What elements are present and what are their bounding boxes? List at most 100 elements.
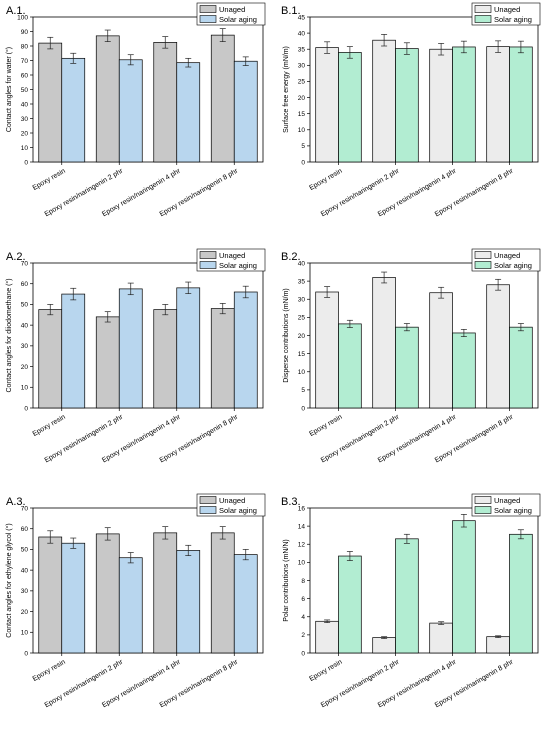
bar-unaged [315,620,339,654]
bar-unaged [153,309,178,409]
legend-label-unaged: Unaged [219,251,245,260]
y-tick-label: 40 [21,322,29,329]
chart-panel-b2: B.2. 0 5 10 15 20 25 30 35 40 Disperse contributio… [281,248,541,464]
y-tick-label: 60 [21,526,29,533]
legend-label-solar-aging: Solar aging [219,506,257,515]
chart-panel-a1: A.1. 0 10 20 30 40 50 60 70 80 90 100 Contact angles… [5,2,266,218]
y-tick-label: 80 [21,43,29,50]
legend-swatch-solar-aging [199,15,217,23]
y-tick-label: 30 [21,116,29,123]
legend-swatch-unaged [199,251,217,259]
x-tick-label: Epoxy resin [32,659,67,683]
y-tick-label: 20 [298,333,306,340]
legend-swatch-unaged [474,5,492,13]
plot-frame [32,262,264,409]
legend-label-unaged: Unaged [494,5,520,14]
y-tick-label: 4 [301,614,305,621]
legend-swatch-solar-aging [474,15,492,23]
y-tick-label: 14 [298,523,306,530]
bar-unaged [429,292,453,409]
y-tick-label: 50 [21,302,29,309]
y-tick-label: 0 [24,405,28,412]
y-tick-label: 10 [298,369,306,376]
legend-swatch-solar-aging [199,506,217,514]
y-tick-label: 50 [21,547,29,554]
panel-label: A.2. [6,251,26,263]
bar-solar-aging [395,48,419,163]
legend-label-solar-aging: Solar aging [494,506,532,515]
y-tick-label: 20 [21,364,29,371]
legend-swatch-solar-aging [474,261,492,269]
legend-label-unaged: Unaged [494,496,520,505]
legend-swatch-unaged [474,496,492,504]
bar-solar-aging [233,554,258,654]
y-axis-label: Contact angles for water (°) [5,47,13,132]
bar-solar-aging [452,332,476,409]
y-tick-label: 30 [21,343,29,350]
y-tick-label: 0 [301,405,305,412]
chart-panel-b3: B.3. 0 2 4 6 8 10 12 14 16 Polar contributions (mN… [281,493,541,709]
x-tick-label: Epoxy resin [32,168,67,192]
y-tick-label: 60 [21,72,29,79]
x-tick-label: Epoxy resin [32,414,67,438]
bar-unaged [153,42,178,163]
plot-frame [32,507,264,654]
bar-unaged [429,48,453,163]
bar-solar-aging [176,62,201,163]
panel-label: B.1. [281,5,301,17]
y-tick-label: 40 [21,567,29,574]
chart-panel-b1: B.1. 0 5 10 15 20 25 30 35 40 45 Surface free energ… [281,2,541,218]
bar-solar-aging [509,326,533,409]
y-tick-label: 10 [298,560,306,567]
bar-unaged [486,636,510,654]
legend-label-unaged: Unaged [219,496,245,505]
y-tick-label: 10 [21,385,29,392]
y-tick-label: 50 [21,87,29,94]
bar-unaged [38,309,63,409]
bar-unaged [429,622,453,654]
y-tick-label: 35 [298,47,306,54]
y-tick-label: 45 [298,14,306,21]
y-tick-label: 40 [298,30,306,37]
y-tick-label: 15 [298,351,306,358]
y-tick-label: 0 [24,159,28,166]
bar-unaged [153,532,178,654]
y-tick-label: 30 [298,63,306,70]
legend-label-solar-aging: Solar aging [219,15,257,24]
bar-solar-aging [61,293,86,409]
y-axis-label: Disperse contributions (mN/m) [283,288,290,383]
bar-solar-aging [118,557,143,654]
y-axis-label: Contact angles for diiodomethane (°) [5,278,13,392]
y-tick-label: 16 [298,505,306,512]
y-tick-label: 15 [298,111,306,118]
bar-solar-aging [509,46,533,163]
legend-label-solar-aging: Solar aging [494,261,532,270]
bar-solar-aging [233,60,258,163]
y-tick-label: 2 [301,632,305,639]
y-tick-label: 6 [301,596,305,603]
bar-solar-aging [176,287,201,409]
bar-unaged [315,47,339,163]
bar-solar-aging [118,288,143,409]
legend-swatch-unaged [199,5,217,13]
y-tick-label: 20 [21,609,29,616]
y-tick-label: 20 [298,95,306,102]
bar-unaged [315,291,339,409]
bar-solar-aging [395,538,419,654]
legend-swatch-unaged [199,496,217,504]
y-axis-label: Polar contributions (mN/N) [283,539,290,621]
legend-label-unaged: Unaged [494,251,520,260]
y-tick-label: 70 [21,58,29,65]
bar-solar-aging [452,520,476,654]
y-tick-label: 30 [298,297,306,304]
y-tick-label: 30 [21,588,29,595]
y-tick-label: 20 [21,130,29,137]
panel-label: A.1. [6,5,26,17]
bar-unaged [95,533,120,654]
y-tick-label: 0 [24,650,28,657]
bar-unaged [38,42,63,163]
bar-solar-aging [118,59,143,163]
y-axis-label: Surface free energy (mN/m) [283,46,290,133]
